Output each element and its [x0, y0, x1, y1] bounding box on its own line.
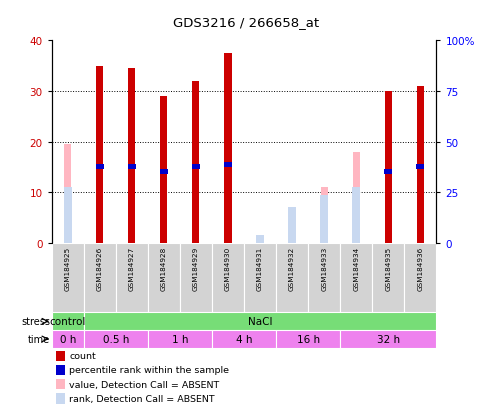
Bar: [372, 243, 404, 313]
Text: count: count: [69, 351, 96, 361]
Bar: [84, 330, 148, 348]
Bar: [385, 92, 392, 243]
Text: GSM184932: GSM184932: [289, 246, 295, 290]
Bar: [288, 208, 296, 243]
Text: GSM184936: GSM184936: [417, 246, 423, 290]
Bar: [116, 243, 148, 313]
Bar: [320, 188, 328, 243]
Text: GDS3216 / 266658_at: GDS3216 / 266658_at: [174, 16, 319, 29]
Text: 16 h: 16 h: [297, 334, 319, 344]
Text: GSM184934: GSM184934: [353, 246, 359, 290]
Text: 0 h: 0 h: [60, 334, 76, 344]
Bar: [52, 330, 84, 348]
Bar: [352, 152, 360, 243]
Text: NaCl: NaCl: [248, 316, 272, 326]
Bar: [288, 210, 296, 243]
Bar: [128, 69, 136, 243]
Bar: [256, 236, 264, 243]
Text: GSM184928: GSM184928: [161, 246, 167, 290]
Text: 32 h: 32 h: [377, 334, 400, 344]
Bar: [224, 54, 232, 243]
Bar: [160, 97, 168, 243]
Bar: [192, 82, 200, 243]
Text: time: time: [28, 334, 50, 344]
Bar: [64, 145, 71, 243]
Bar: [308, 243, 340, 313]
Bar: [56, 365, 65, 375]
Text: GSM184925: GSM184925: [65, 246, 71, 290]
Text: GSM184927: GSM184927: [129, 246, 135, 290]
Bar: [56, 351, 65, 361]
Text: GSM184933: GSM184933: [321, 246, 327, 290]
Text: 0.5 h: 0.5 h: [103, 334, 129, 344]
Text: control: control: [50, 316, 86, 326]
Bar: [84, 243, 116, 313]
Bar: [404, 243, 436, 313]
Text: GSM184930: GSM184930: [225, 246, 231, 290]
Bar: [416, 165, 424, 170]
Bar: [96, 66, 104, 243]
Text: 4 h: 4 h: [236, 334, 252, 344]
Bar: [276, 243, 308, 313]
Bar: [276, 330, 340, 348]
Bar: [352, 188, 360, 243]
Text: GSM184929: GSM184929: [193, 246, 199, 290]
Bar: [148, 330, 212, 348]
Bar: [192, 165, 200, 170]
Bar: [244, 243, 276, 313]
Bar: [212, 243, 244, 313]
Text: GSM184926: GSM184926: [97, 246, 103, 290]
Bar: [56, 393, 65, 404]
Bar: [384, 170, 392, 175]
Bar: [340, 243, 372, 313]
Bar: [212, 330, 276, 348]
Bar: [64, 188, 72, 243]
Text: stress: stress: [21, 316, 50, 326]
Bar: [128, 165, 136, 170]
Bar: [148, 243, 180, 313]
Bar: [160, 170, 168, 175]
Bar: [180, 243, 212, 313]
Bar: [417, 87, 424, 243]
Text: 1 h: 1 h: [172, 334, 188, 344]
Bar: [52, 243, 84, 313]
Text: value, Detection Call = ABSENT: value, Detection Call = ABSENT: [69, 380, 219, 389]
Text: GSM184935: GSM184935: [385, 246, 391, 290]
Text: GSM184931: GSM184931: [257, 246, 263, 290]
Bar: [56, 379, 65, 389]
Bar: [340, 330, 436, 348]
Bar: [52, 313, 84, 330]
Text: rank, Detection Call = ABSENT: rank, Detection Call = ABSENT: [69, 394, 214, 403]
Text: percentile rank within the sample: percentile rank within the sample: [69, 366, 229, 375]
Bar: [320, 195, 328, 243]
Bar: [224, 162, 232, 168]
Bar: [96, 165, 104, 170]
